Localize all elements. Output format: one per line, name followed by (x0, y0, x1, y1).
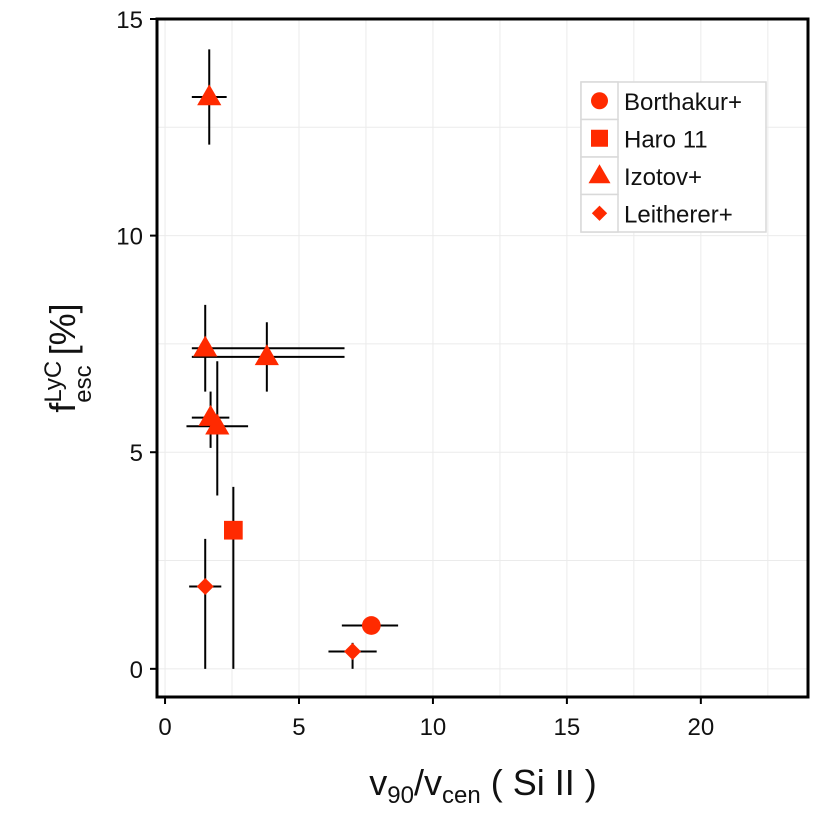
data-point-triangle (193, 335, 218, 357)
legend-label: Haro 11 (624, 126, 708, 153)
data-point-diamond (196, 578, 214, 596)
plot-panel-border (155, 17, 810, 699)
legend-label: Leitherer+ (624, 201, 733, 228)
x-tick-label: 10 (420, 714, 447, 741)
legend-key-circle (591, 92, 608, 110)
y-tick-label: 15 (116, 7, 143, 34)
x-axis-title-slash: / (414, 762, 424, 803)
data-point-circle (361, 616, 381, 635)
y-axis-title-subscript: esc (70, 365, 97, 402)
data-point-triangle (197, 84, 222, 106)
data-markers (193, 84, 381, 661)
x-axis-title-subscript-1: 90 (387, 782, 414, 809)
legend-label: Izotov+ (624, 164, 702, 191)
legend-key-diamond (591, 205, 608, 221)
x-axis-title: v90/vcen ( Si II ) (369, 762, 596, 809)
x-tick-label: 0 (158, 714, 171, 741)
legend: Borthakur+ Haro 11 Izotov+ Leitherer+ (580, 81, 767, 233)
y-axis-title-superscript: LyC (40, 361, 67, 403)
y-axis-title: fLyC esc [%] (40, 303, 97, 412)
legend-label: Borthakur+ (624, 89, 742, 116)
legend-key-triangle (588, 164, 611, 184)
x-tick-label: 20 (687, 714, 714, 741)
x-tick-label: 15 (554, 714, 581, 741)
y-tick-label: 0 (130, 657, 143, 684)
x-axis-ticks: 0 5 10 15 20 (158, 697, 714, 741)
x-axis-title-rest: ( Si II ) (481, 762, 597, 803)
y-axis-title-rest: [%] (42, 303, 83, 365)
y-tick-label: 5 (130, 440, 143, 467)
x-axis-title-main: v (369, 762, 387, 803)
data-point-triangle (254, 344, 279, 366)
data-point-square (224, 520, 243, 540)
data-point-triangle (205, 413, 230, 435)
y-axis-ticks: 0 5 10 15 (116, 7, 157, 684)
x-tick-label: 5 (292, 714, 305, 741)
data-point-diamond (344, 643, 362, 661)
y-axis-title-main: f (42, 402, 83, 413)
x-axis-title-subscript-2: cen (442, 782, 481, 809)
x-axis-title-main-2: v (424, 762, 442, 803)
y-tick-label: 10 (116, 224, 143, 251)
legend-key-square (591, 129, 608, 147)
